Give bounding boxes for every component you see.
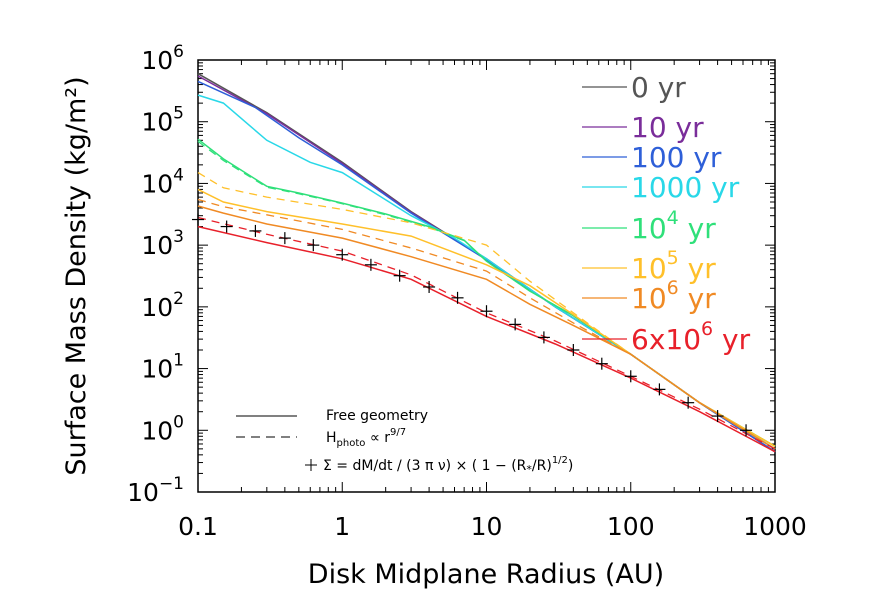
legend-label: 100 yr xyxy=(631,141,722,174)
series-line xyxy=(197,205,776,450)
legend-entry: 104 yr xyxy=(582,207,716,245)
analytic-markers xyxy=(192,213,753,437)
legend-label: 10 yr xyxy=(631,111,704,144)
legend-label: 104 yr xyxy=(631,207,716,245)
analytic-point xyxy=(220,220,233,233)
analytic-point xyxy=(624,370,637,383)
sigma-formula-label: Σ = dM/dt / (3 π ν) × ( 1 − (R*/R)1/2) xyxy=(323,455,573,476)
legend-label: 106 yr xyxy=(631,277,716,315)
analytic-point xyxy=(336,248,349,261)
legend-entry: 100 yr xyxy=(582,141,722,174)
analytic-point xyxy=(480,305,493,318)
y-tick-label: 102 xyxy=(141,289,184,322)
legend-label: 105 yr xyxy=(631,247,716,285)
y-tick-label: 103 xyxy=(141,227,184,260)
x-tick-labels: 0.1 1 10 100 1000 xyxy=(178,512,807,541)
legend-entry: 0 yr xyxy=(582,71,686,104)
analytic-point xyxy=(192,213,204,226)
y-tick-label: 10−1 xyxy=(127,474,184,507)
x-tick-label: 10 xyxy=(471,512,503,541)
analytic-point xyxy=(740,424,753,437)
analytic-point xyxy=(537,331,550,344)
analytic-point xyxy=(653,383,666,396)
legend-label: 0 yr xyxy=(631,71,686,104)
h-photo-label: Hphoto ∝ r9/7 xyxy=(326,427,406,449)
analytic-point xyxy=(249,224,262,237)
x-tick-label: 1 xyxy=(334,512,350,541)
analytic-point xyxy=(278,232,291,245)
legend-entry: 105 yr xyxy=(582,247,716,285)
y-tick-label: 100 xyxy=(141,412,184,445)
legend-entry: 10 yr xyxy=(582,111,704,144)
y-tick-labels: 10−1 100 101 102 103 104 105 106 xyxy=(127,42,184,507)
analytic-point xyxy=(595,357,608,370)
line-style-notes: Free geometry Hphoto ∝ r9/7 Σ = dM/dt / … xyxy=(236,408,573,476)
analytic-point xyxy=(451,291,464,304)
y-tick-label: 106 xyxy=(141,42,184,75)
legend-label: 6x106 yr xyxy=(631,318,751,356)
y-tick-label: 101 xyxy=(141,351,184,384)
legend-entry: 1000 yr xyxy=(582,171,740,204)
free-geometry-label: Free geometry xyxy=(326,408,428,424)
analytic-point xyxy=(393,269,406,282)
analytic-point xyxy=(509,318,522,331)
y-tick-label: 104 xyxy=(141,165,184,198)
legend-entry: 6x106 yr xyxy=(582,318,751,356)
axis-ticks xyxy=(197,59,776,493)
legend-label: 1000 yr xyxy=(631,171,740,204)
x-axis-label: Disk Midplane Radius (AU) xyxy=(308,559,664,590)
x-tick-label: 0.1 xyxy=(178,512,218,541)
analytic-point xyxy=(682,396,695,409)
legend-entry: 106 yr xyxy=(582,277,716,315)
x-tick-label: 1000 xyxy=(743,512,807,541)
x-tick-label: 100 xyxy=(607,512,655,541)
analytic-point xyxy=(711,410,724,423)
sigma-marker-sample xyxy=(305,459,317,471)
y-axis-label: Surface Mass Density (kg/m²) xyxy=(61,76,92,475)
analytic-point xyxy=(364,258,377,271)
analytic-point xyxy=(307,239,320,252)
analytic-point xyxy=(423,280,436,293)
analytic-point xyxy=(567,343,580,356)
y-tick-label: 105 xyxy=(141,104,184,137)
